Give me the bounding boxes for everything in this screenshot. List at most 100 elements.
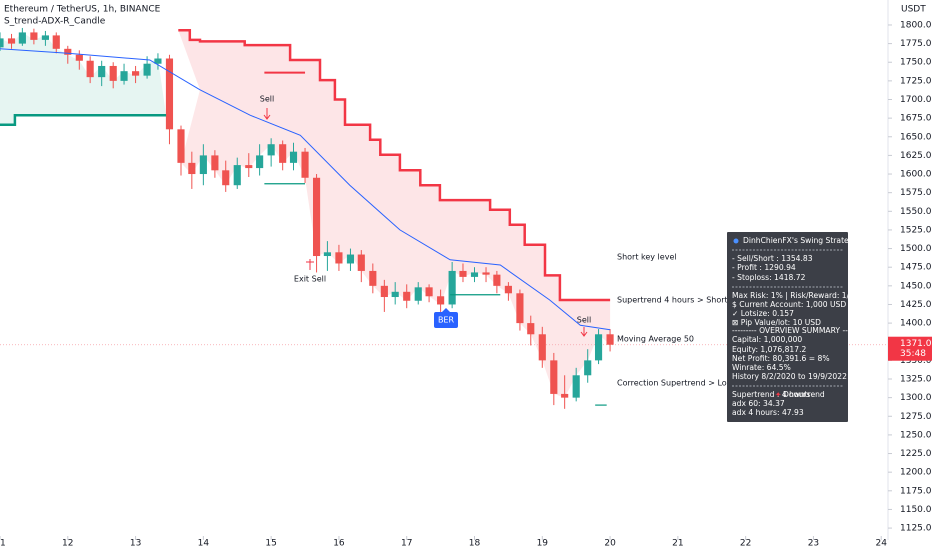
info-mark: ✦ [775, 390, 782, 399]
y-tick-label: 1675.00 [900, 114, 932, 124]
info-line: - Sell/Short : 1354.83 [732, 254, 813, 263]
candle-body [459, 270, 467, 277]
info-line: History 8/2/2020 to 19/9/2022 [732, 372, 847, 381]
candle-body [30, 32, 38, 40]
candle-body [493, 274, 501, 286]
x-tick-label: 23 [808, 539, 819, 549]
annotation: Short key level [617, 253, 677, 262]
candle-body [256, 155, 264, 169]
candle-body [233, 165, 241, 186]
candle-body [572, 375, 580, 398]
annotation: Supertrend 4 hours > Short [617, 296, 728, 305]
candle-body [538, 334, 546, 361]
y-tick-label: 1225.00 [900, 449, 932, 459]
candle-body [516, 293, 524, 324]
candle-body [414, 287, 422, 301]
candle-body [301, 151, 309, 178]
candle-body [357, 254, 365, 271]
supertrend-fill [178, 30, 611, 330]
candle-body [98, 65, 106, 78]
supertrend-line [178, 28, 611, 302]
candle-body [0, 38, 4, 48]
annotation: BER [438, 316, 455, 325]
candle-body [594, 334, 603, 361]
info-line: - Profit : 1290.94 [732, 263, 796, 272]
info-line: Max Risk: 1% | Risk/Reward: 1/1 [732, 291, 854, 300]
candle-body [132, 71, 140, 76]
candle-body [154, 58, 162, 64]
supertrend-line [0, 113, 167, 127]
candle-body [120, 71, 128, 81]
candle-body [289, 151, 298, 163]
info-box-bg [727, 232, 848, 422]
y-tick-label: 1475.00 [900, 263, 932, 273]
candle-body [75, 54, 83, 61]
candle-body [437, 296, 445, 305]
y-tick-label: 1300.00 [900, 393, 932, 403]
x-tick-label: 11 [0, 539, 6, 549]
y-tick-label: 1575.00 [900, 188, 932, 198]
candle-body [527, 323, 535, 335]
info-line: ✓ Lotsize: 0.157 [732, 309, 794, 318]
y-tick-label: 1625.00 [900, 151, 932, 161]
info-line: Capital: 1,000,000 [732, 335, 802, 344]
y-tick-label: 1800.00 [900, 20, 932, 30]
chart-title: Ethereum / TetherUS, 1h, BINANCE [4, 5, 161, 15]
y-tick-label: 1400.00 [900, 319, 932, 329]
info-line: Downtrend [783, 390, 825, 399]
y-tick-label: 1325.00 [900, 375, 932, 385]
info-box: DinhChienFX's Swing Strategy - Sell/Short… [727, 232, 867, 422]
candle-body [369, 270, 377, 286]
info-line: Winrate: 64.5% [732, 363, 791, 372]
annotation: Moving Average 50 [617, 335, 694, 344]
x-tick-label: 17 [401, 539, 412, 549]
x-tick-label: 20 [604, 539, 616, 549]
x-tick-label: 22 [740, 539, 751, 549]
info-line: adx 60: 34.37 [732, 399, 785, 408]
badge-pointer [442, 308, 450, 312]
price-label-box [888, 336, 932, 361]
y-tick-label: 1725.00 [900, 76, 932, 86]
candle-body [86, 60, 94, 78]
y-tick-label: 1200.00 [900, 468, 932, 478]
y-tick-label: 1350.00 [900, 356, 932, 366]
y-tick-label: 1175.00 [900, 486, 932, 496]
x-tick-label: 14 [198, 539, 210, 549]
y-tick-label: 1500.00 [900, 244, 932, 254]
candle-body [52, 35, 60, 49]
price-label: 1371.01 [900, 339, 932, 349]
candle-body [584, 360, 592, 376]
info-icon [733, 238, 739, 244]
info-title: DinhChienFX's Swing Strategy [743, 236, 859, 245]
candle-body [550, 360, 558, 394]
x-tick-label: 18 [469, 539, 481, 549]
candle-body [482, 272, 490, 275]
candle-body [165, 58, 174, 130]
y-unit: USDT [901, 5, 926, 15]
y-tick-label: 1425.00 [900, 300, 932, 310]
x-tick-label: 12 [62, 539, 73, 549]
candle-body [425, 287, 433, 297]
candle-body [335, 252, 343, 264]
candle-body [346, 254, 355, 264]
y-tick-label: 1150.00 [900, 505, 932, 515]
y-tick-label: 1750.00 [900, 58, 932, 68]
candle-body [188, 162, 196, 175]
trend-fill [181, 89, 611, 398]
candle-body [177, 129, 185, 163]
candle-body [18, 32, 26, 44]
y-tick-label: 1600.00 [900, 170, 932, 180]
candle-body [245, 165, 253, 169]
x-tick-label: 16 [333, 539, 345, 549]
y-tick-label: 1450.00 [900, 281, 932, 291]
info-line: - Stoploss: 1418.72 [732, 273, 806, 282]
x-tick-label: 15 [265, 539, 276, 549]
candle-body [211, 155, 219, 171]
chart-subtitle: S_trend-ADX-R_Candle [4, 17, 106, 27]
x-tick-label: 24 [875, 539, 887, 549]
candle-body [41, 35, 49, 40]
annotation: Sell [260, 95, 274, 104]
info-line: adx 4 hours: 47.93 [732, 408, 804, 417]
candle-body [64, 48, 72, 55]
badge [434, 312, 458, 328]
